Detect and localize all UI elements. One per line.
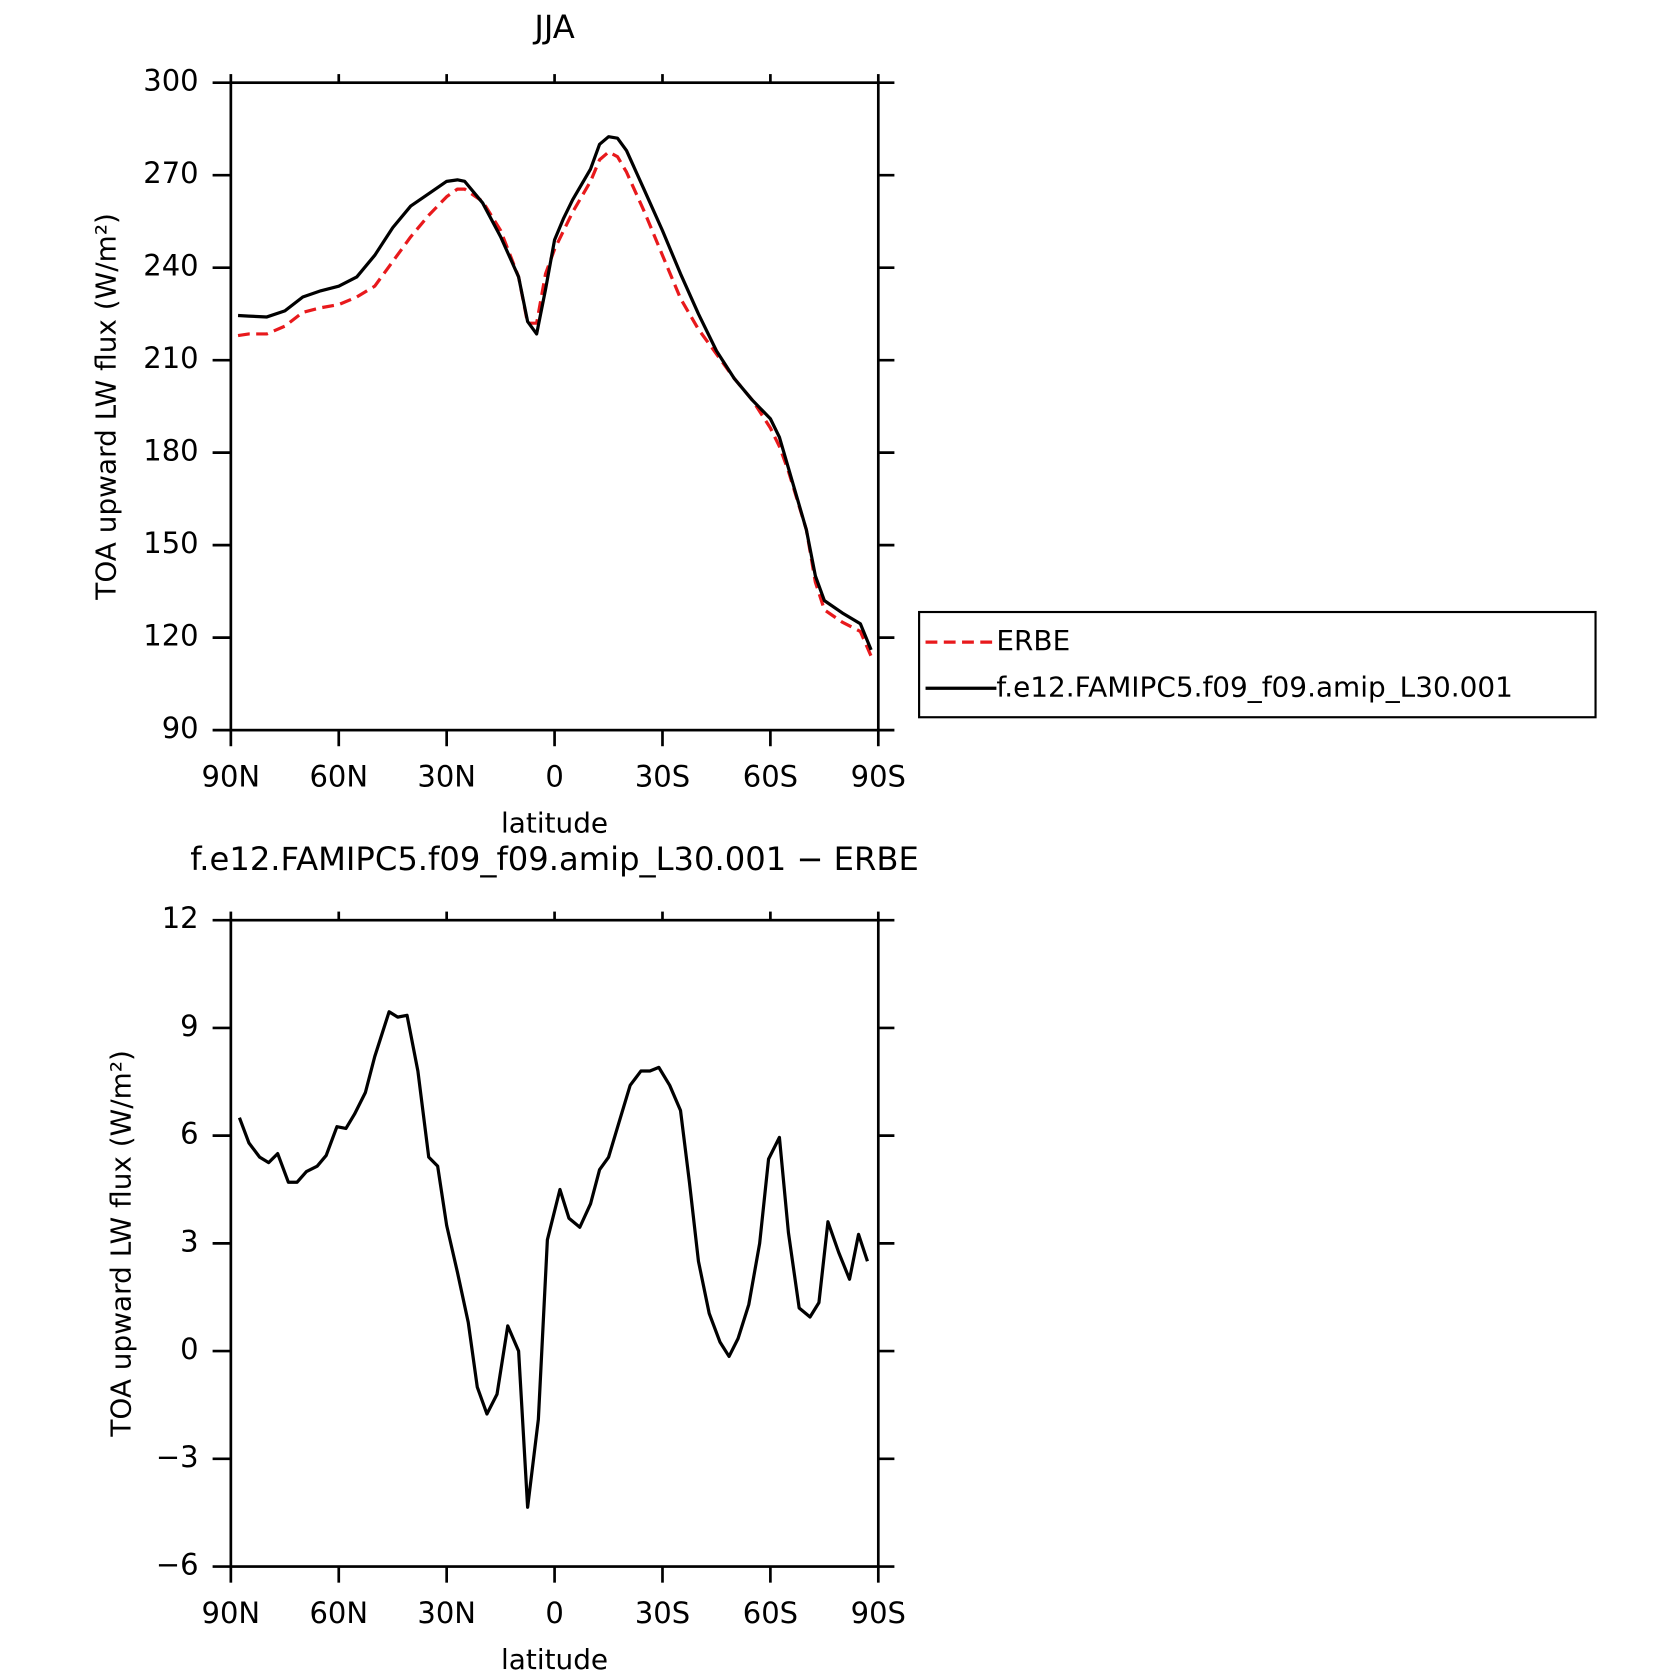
x-tick-label: 30S (635, 759, 690, 793)
y-tick-label: 150 (143, 526, 198, 560)
y-tick-label: 0 (180, 1332, 198, 1366)
y-tick-label: −3 (156, 1440, 199, 1474)
x-tick-label: 90S (851, 1596, 906, 1630)
x-tick-label: 30S (635, 1596, 690, 1630)
x-axis-label: latitude (501, 807, 608, 840)
y-tick-label: 240 (143, 249, 198, 283)
y-axis-label: TOA upward LW flux (W/m²) (104, 1050, 137, 1438)
x-tick-label: 60S (743, 759, 798, 793)
y-tick-label: 270 (143, 156, 198, 190)
chart-title: f.e12.FAMIPC5.f09_f09.amip_L30.001 − ERB… (190, 840, 919, 878)
x-tick-label: 60S (743, 1596, 798, 1630)
y-tick-label: 12 (162, 901, 199, 935)
x-tick-label: 0 (545, 1596, 563, 1630)
x-tick-label: 60N (309, 1596, 368, 1630)
legend-label: f.e12.FAMIPC5.f09_f09.amip_L30.001 (996, 670, 1512, 703)
y-tick-label: 120 (143, 619, 198, 653)
x-tick-label: 90N (202, 759, 261, 793)
legend-box (918, 610, 1597, 719)
y-tick-label: 3 (180, 1224, 198, 1258)
x-tick-label: 90S (851, 759, 906, 793)
y-tick-label: 90 (162, 711, 199, 745)
x-tick-label: 60N (309, 759, 368, 793)
chart-title: JJA (532, 8, 574, 46)
y-axis-label: TOA upward LW flux (W/m²) (89, 213, 122, 601)
x-tick-label: 0 (545, 759, 563, 793)
x-tick-label: 30N (417, 759, 476, 793)
y-tick-label: 210 (143, 341, 198, 375)
y-tick-label: −6 (156, 1548, 199, 1582)
y-tick-label: 9 (180, 1009, 198, 1043)
data-line (237, 1010, 869, 1509)
x-tick-label: 90N (202, 1596, 261, 1630)
y-tick-label: 300 (143, 64, 198, 98)
y-tick-label: 180 (143, 434, 198, 468)
x-tick-label: 30N (417, 1596, 476, 1630)
plot-frame (229, 918, 880, 1568)
legend-label: ERBE (996, 624, 1070, 657)
x-axis-label: latitude (501, 1643, 608, 1675)
data-line (237, 150, 873, 657)
plot-frame (229, 81, 880, 732)
data-line (237, 135, 873, 651)
y-tick-label: 6 (180, 1117, 198, 1151)
